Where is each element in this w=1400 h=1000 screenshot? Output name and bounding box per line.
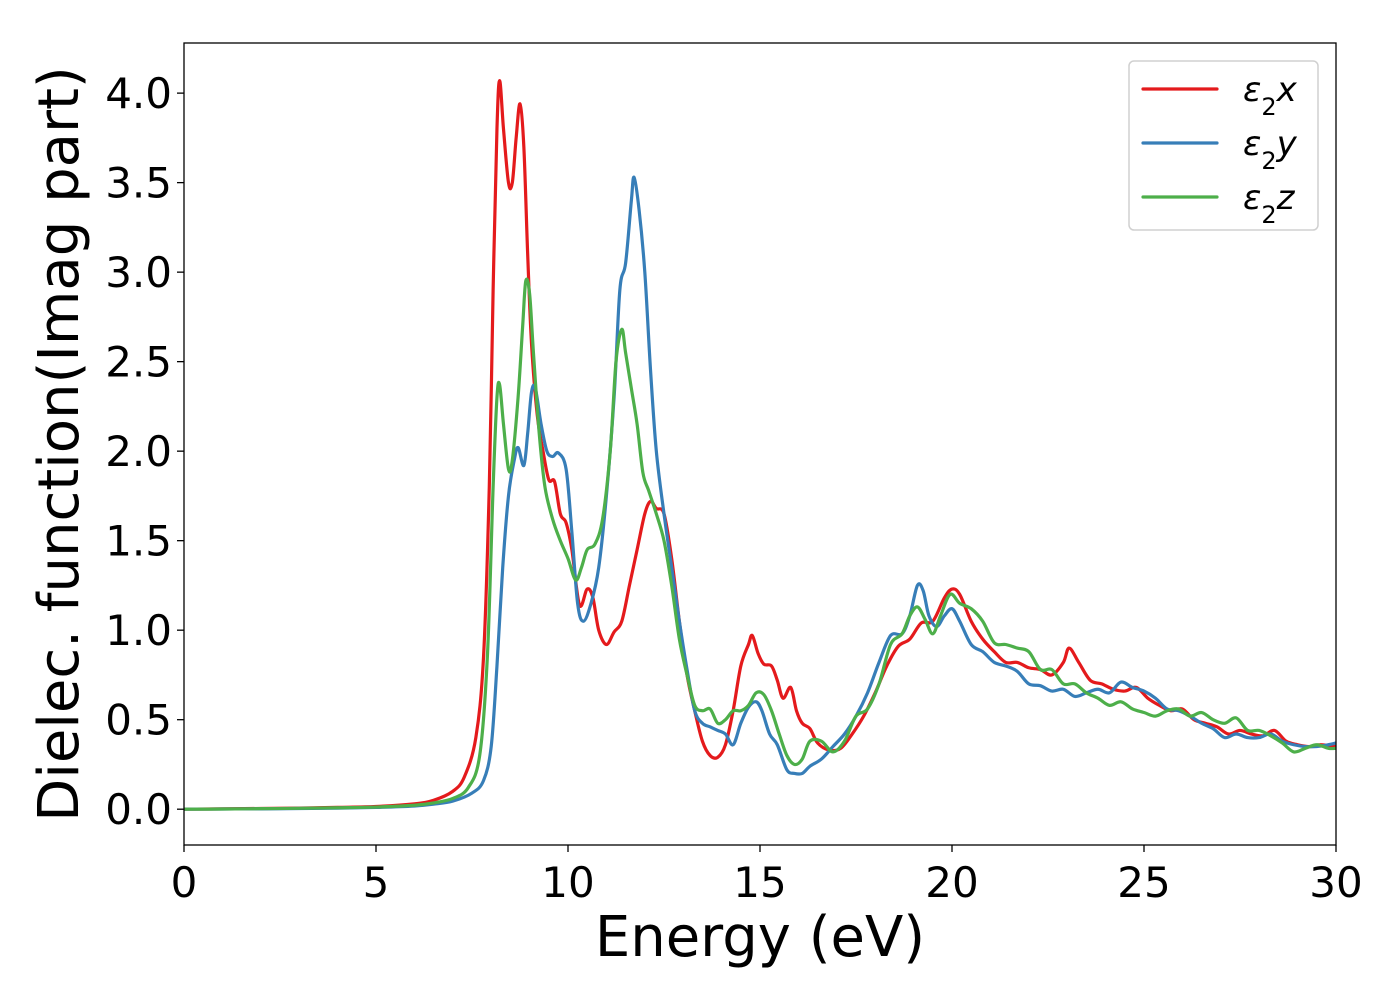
y-tick-label-0.5: 0.5 [105, 696, 172, 745]
y-tick-label-3.5: 3.5 [105, 159, 172, 208]
legend-label-z: ε2z [1243, 178, 1296, 229]
x-tick-label-5: 5 [363, 858, 390, 907]
y-tick-label-4.0: 4.0 [105, 69, 172, 118]
x-tick-label-30: 30 [1309, 858, 1362, 907]
x-tick-label-0: 0 [171, 858, 198, 907]
y-tick-label-3.0: 3.0 [105, 248, 172, 297]
x-tick-label-15: 15 [733, 858, 786, 907]
series-line-z [184, 277, 1336, 811]
y-axis-label: Dielec. function(Imag part) [27, 66, 92, 822]
legend-box [1128, 60, 1319, 231]
legend-label-x: ε2x [1243, 70, 1298, 121]
legend-label-y: ε2y [1243, 124, 1298, 175]
y-tick-label-1.5: 1.5 [105, 517, 172, 566]
series-line-y [184, 175, 1336, 811]
y-tick-label-1.0: 1.0 [105, 606, 172, 655]
y-tick-label-2.5: 2.5 [105, 338, 172, 387]
x-tick-label-10: 10 [541, 858, 594, 907]
y-tick-label-0.0: 0.0 [105, 785, 172, 834]
x-tick-label-25: 25 [1117, 858, 1170, 907]
x-axis-label: Energy (eV) [595, 905, 925, 970]
series-group [184, 78, 1336, 811]
plot-layer: 0 5 10 15 20 25 30 0.0 0.5 1.0 1.5 2.0 2.5 3.0 3.5 4.0 E… [27, 42, 1363, 970]
y-tick-label-2.0: 2.0 [105, 427, 172, 476]
x-tick-label-20: 20 [925, 858, 978, 907]
